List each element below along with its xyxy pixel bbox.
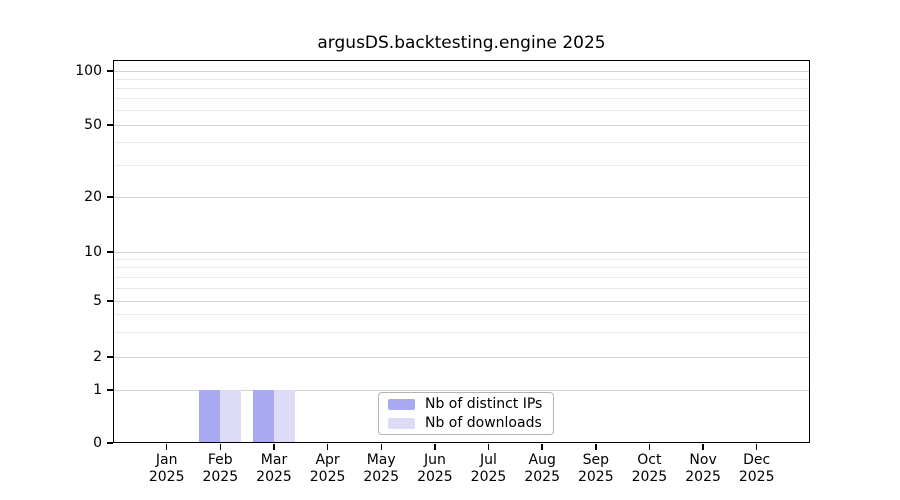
y-axis-tick-label: 10 [84, 244, 102, 260]
x-axis-tick-label: Jul 2025 [457, 452, 521, 486]
year-label: 2025 [256, 469, 292, 485]
gridline-minor [114, 258, 810, 260]
x-axis-tick [648, 444, 651, 450]
y-axis-tick-label: 100 [75, 63, 102, 79]
gridline-minor [114, 276, 810, 278]
y-axis-tick [107, 251, 113, 253]
year-label: 2025 [202, 469, 239, 485]
month-label: Oct [637, 452, 662, 468]
x-axis-tick [273, 444, 275, 450]
y-axis-tick [107, 196, 113, 198]
year-label: 2025 [309, 469, 346, 485]
x-axis-tick [165, 444, 168, 450]
year-label: 2025 [148, 469, 185, 485]
month-label: Apr [315, 452, 340, 468]
legend-item-distinct-ips: Nb of distinct IPs [388, 396, 544, 412]
gridline-major [114, 70, 810, 72]
gridline-major [114, 124, 810, 126]
month-label: Mar [260, 452, 288, 468]
x-axis-tick-label: Jan 2025 [135, 452, 199, 486]
month-label: Aug [528, 452, 556, 468]
x-axis-tick-label: Sep 2025 [564, 452, 628, 486]
y-axis-tick-label: 50 [84, 117, 102, 133]
year-label: 2025 [685, 469, 721, 485]
month-label: Nov [689, 452, 717, 468]
gridline-minor [114, 314, 810, 316]
month-label: May [366, 452, 396, 468]
year-label: 2025 [363, 469, 399, 485]
legend: Nb of distinct IPs Nb of downloads [378, 392, 554, 435]
y-axis-tick [107, 356, 113, 358]
year-label: 2025 [417, 469, 453, 485]
y-axis-tick [107, 300, 113, 302]
gridline-minor [114, 287, 810, 289]
x-axis-tick-label: Nov 2025 [671, 452, 735, 486]
y-axis-tick-label: 20 [84, 189, 102, 205]
chart-title: argusDS.backtesting.engine 2025 [317, 33, 606, 53]
legend-label-distinct-ips: Nb of distinct IPs [425, 396, 543, 412]
gridline-minor [114, 78, 810, 80]
bar-nb-of-distinct-ips [253, 390, 274, 443]
month-label: Dec [743, 452, 771, 468]
year-label: 2025 [577, 469, 614, 485]
y-axis-tick [107, 389, 113, 391]
gridline-major [114, 196, 810, 198]
x-axis-tick-label: May 2025 [349, 452, 413, 486]
gridline-major [114, 356, 810, 358]
y-axis-tick [107, 124, 113, 126]
year-label: 2025 [738, 469, 775, 485]
bar-nb-of-downloads [274, 390, 295, 443]
gridline-minor [114, 142, 810, 143]
gridline-major [114, 300, 810, 302]
x-axis-tick-label: Feb 2025 [188, 452, 252, 486]
x-axis-tick-label: Oct 2025 [617, 452, 681, 486]
x-axis-tick [326, 444, 329, 450]
x-axis-tick [595, 444, 597, 450]
gridline-major [114, 389, 810, 391]
x-axis-tick [755, 444, 758, 450]
y-axis-tick [107, 442, 113, 444]
month-label: Sep [582, 452, 609, 468]
gridline-major [114, 251, 810, 253]
x-axis-tick [541, 444, 543, 450]
x-axis-tick [219, 444, 222, 450]
gridline-minor [114, 267, 810, 269]
x-axis-tick-label: Mar 2025 [242, 452, 306, 486]
legend-swatch-distinct-ips [388, 398, 415, 410]
x-axis-tick-label: Jun 2025 [403, 452, 467, 486]
x-axis-tick [702, 444, 704, 450]
legend-swatch-downloads [388, 417, 415, 429]
gridline-minor [114, 331, 810, 333]
month-label: Jul [480, 452, 497, 468]
x-axis-tick-label: Dec 2025 [725, 452, 789, 486]
gridline-minor [114, 164, 810, 166]
gridline-minor [114, 87, 810, 89]
bar-nb-of-downloads [220, 390, 242, 443]
y-axis-tick-label: 2 [93, 349, 102, 365]
x-axis-tick [380, 444, 382, 450]
month-label: Feb [207, 452, 233, 468]
bar-nb-of-distinct-ips [199, 390, 221, 443]
y-axis-tick-label: 0 [93, 435, 102, 451]
x-axis-tick [434, 444, 436, 450]
legend-item-downloads: Nb of downloads [388, 415, 544, 431]
x-axis-tick-label: Aug 2025 [510, 452, 574, 486]
month-label: Jun [423, 452, 446, 468]
x-axis-tick-label: Apr 2025 [296, 452, 360, 486]
gridline-minor [114, 110, 810, 112]
year-label: 2025 [470, 469, 507, 485]
legend-label-downloads: Nb of downloads [425, 415, 542, 431]
year-label: 2025 [631, 469, 668, 485]
y-axis-tick-label: 5 [93, 293, 102, 309]
month-label: Jan [155, 452, 178, 468]
y-axis-tick [107, 70, 113, 72]
gridline-minor [114, 98, 810, 100]
year-label: 2025 [524, 469, 560, 485]
y-axis-tick-label: 1 [93, 382, 102, 398]
x-axis-tick [487, 444, 490, 450]
